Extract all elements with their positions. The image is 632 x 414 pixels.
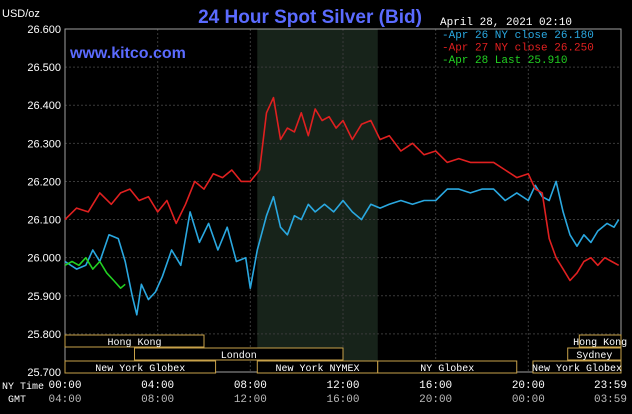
y-tick-label: 25.700 — [27, 367, 61, 379]
y-tick-label: 26.000 — [27, 253, 61, 265]
y-tick-label: 25.800 — [27, 329, 61, 341]
y-tick-label: 26.300 — [27, 138, 61, 150]
legend-entry: -Apr 27 NY close 26.250 — [442, 43, 594, 55]
y-tick-label: 25.900 — [27, 291, 61, 303]
session-new-york-nymex: New York NYMEX — [256, 360, 379, 375]
session-ny-globex: NY Globex — [377, 360, 518, 375]
session-label: Hong Kong — [107, 338, 161, 349]
session-box — [134, 347, 344, 361]
x-tick-label-gmt: 03:59 — [594, 394, 627, 406]
date-label: April 28, 2021 02:10 — [440, 17, 572, 29]
session-hong-kong: Hong Kong — [64, 334, 205, 349]
session-new-york-globex: New York Globex — [532, 360, 622, 375]
session-label: NY Globex — [420, 363, 474, 375]
session-box — [377, 360, 518, 374]
x-tick-label-gmt: 20:00 — [419, 394, 452, 406]
session-box — [567, 347, 622, 361]
y-tick-label: 26.400 — [27, 100, 61, 112]
session-label: New York NYMEX — [276, 363, 360, 375]
y-tick-label: 26.500 — [27, 62, 61, 74]
website-url[interactable]: www.kitco.com — [69, 45, 186, 62]
x-tick-label-gmt: 04:00 — [48, 394, 81, 406]
x-tick-label-ny: 08:00 — [234, 380, 267, 392]
session-label: New York Globex — [95, 363, 185, 375]
x-tick-label-gmt: 16:00 — [326, 394, 359, 406]
session-box — [64, 334, 205, 348]
x-tick-label-ny: 20:00 — [512, 380, 545, 392]
series-line-2 — [64, 96, 620, 282]
legend: -Apr 26 NY close 26.180-Apr 27 NY close … — [442, 30, 594, 67]
session-new-york-globex: New York Globex — [64, 360, 217, 375]
session-label: Hong Kong — [573, 338, 627, 349]
sessions: Hong Kong London New York Globex New York N… — [64, 334, 627, 375]
series-line-3 — [64, 256, 126, 290]
x-tick-label-ny: 23:59 — [594, 380, 627, 392]
y-tick-label: 26.600 — [27, 24, 61, 36]
session-box — [64, 360, 217, 374]
chart-title: 24 Hour Spot Silver (Bid) — [198, 7, 422, 28]
session-label: Sydney — [576, 350, 612, 362]
session-label: New York Globex — [532, 363, 622, 375]
legend-entry: -Apr 28 Last 25.910 — [442, 55, 567, 67]
session-box — [578, 334, 622, 348]
series-lines — [64, 96, 620, 316]
x-tick-label-gmt: 12:00 — [234, 394, 267, 406]
x-tick-label-gmt: 08:00 — [141, 394, 174, 406]
x-tick-label-ny: 12:00 — [326, 380, 359, 392]
y-tick-label: 26.200 — [27, 176, 61, 188]
highlight-band — [257, 29, 378, 372]
x-tick-label-gmt: 00:00 — [512, 394, 545, 406]
y-axis: 26.600 26.500 26.400 26.300 26.200 26.100 26.0… — [27, 24, 61, 379]
session-box — [532, 360, 622, 374]
x-tick-label-ny: 04:00 — [141, 380, 174, 392]
session-london: London — [134, 347, 344, 362]
x-tick-label-ny: 16:00 — [419, 380, 452, 392]
session-sydney: Sydney — [567, 347, 622, 362]
legend-entry: -Apr 26 NY close 26.180 — [442, 30, 594, 42]
x-axis: 00:00 04:00 04:00 08:00 08:00 12:00 12:00 16:00… — [48, 380, 627, 406]
session-hong-kong: Hong Kong — [573, 334, 627, 349]
gmt-label: GMT — [8, 395, 26, 406]
y-tick-label: 26.100 — [27, 215, 61, 227]
session-label: London — [221, 350, 257, 362]
ny-time-label: NY Time — [2, 381, 44, 393]
unit-label: USD/oz — [2, 8, 40, 20]
x-tick-label-ny: 00:00 — [48, 380, 81, 392]
